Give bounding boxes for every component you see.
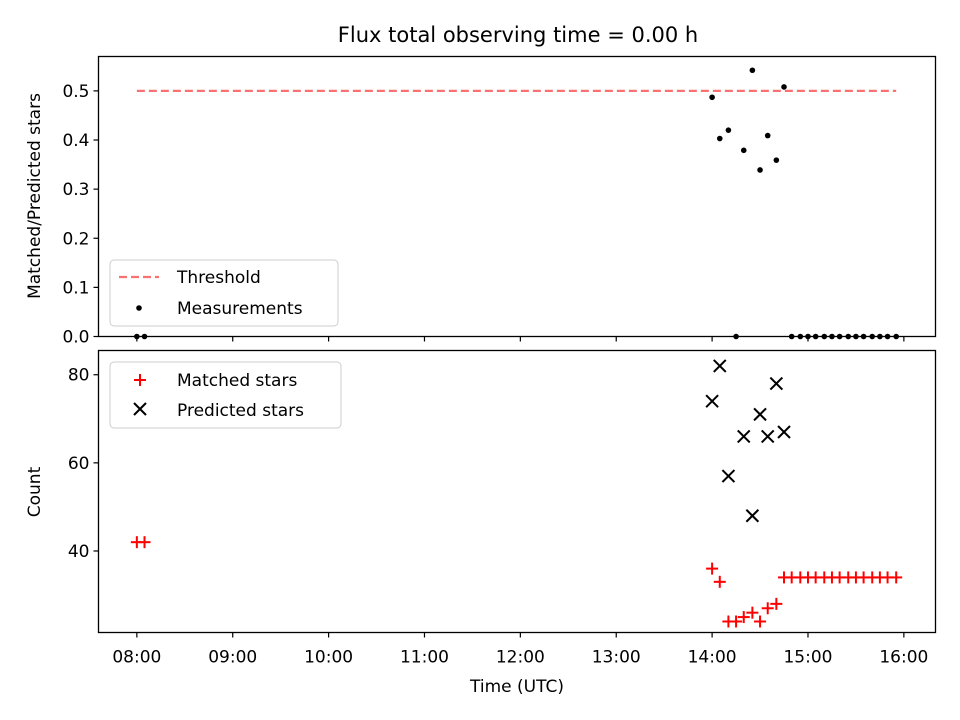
predicted-star-point (761, 429, 775, 444)
x-tick-label: 08:00 (112, 648, 161, 668)
predicted-star-point-b (705, 394, 719, 408)
measurement-point (773, 157, 780, 163)
predicted-star-point (721, 469, 736, 483)
x-tick-label: 11:00 (400, 648, 449, 668)
predicted-star-point-b (721, 469, 736, 483)
predicted-star-point (777, 425, 791, 439)
matched-star-point (706, 562, 719, 575)
threshold-legend-label: Threshold (176, 268, 261, 288)
measurements-legend-swatch (136, 305, 142, 311)
matched-star-point (770, 597, 783, 610)
x-tick-label: 13:00 (592, 648, 641, 668)
x-tick-label: 14:00 (688, 648, 737, 668)
matched-star-point (746, 606, 759, 619)
x-tick-label: 12:00 (496, 648, 545, 668)
matched-star-point (737, 611, 750, 624)
predicted-star-point-b (745, 509, 760, 523)
predicted-star-point-b (753, 407, 767, 422)
chart-title: Flux total observing time = 0.00 h (338, 23, 698, 47)
predicted-star-point-b (737, 429, 751, 444)
predicted-star-point-b (761, 429, 775, 444)
bottom-legend: Matched stars Predicted stars (109, 361, 342, 429)
top-y-tick-label: 0.1 (62, 278, 89, 298)
matched-star-point (890, 571, 903, 584)
top-legend-box (109, 259, 339, 327)
measurements-legend-label: Measurements (177, 299, 303, 319)
predicted-stars-legend-label: Predicted stars (177, 401, 304, 421)
x-tick-label: 15:00 (783, 648, 832, 668)
bottom-y-tick-label: 80 (68, 366, 90, 386)
x-tick-label: 09:00 (208, 648, 257, 668)
predicted-star-point-b (713, 359, 727, 373)
matched-star-point (761, 602, 774, 615)
matched-stars-legend-label: Matched stars (177, 371, 297, 391)
measurement-point (709, 94, 715, 101)
measurement-point (716, 135, 723, 142)
bottom-y-axis-label: Count (25, 466, 45, 517)
measurement-point (757, 167, 763, 173)
measurement-point (725, 127, 732, 133)
matched-star-point (754, 615, 767, 628)
predicted-star-point (769, 376, 784, 391)
predicted-star-point-b (777, 425, 791, 439)
x-tick-label: 16:00 (879, 648, 928, 668)
x-axis-label: Time (UTC) (469, 677, 564, 697)
predicted-star-point (705, 394, 719, 408)
bottom-plot-frame (97, 349, 937, 634)
matched-stars-legend-swatch (134, 374, 146, 386)
matched-star-point (138, 536, 151, 549)
measurement-point (740, 147, 747, 154)
predicted-star-point (713, 359, 727, 373)
top-legend: Threshold Measurements (109, 259, 339, 327)
top-y-tick-label: 0.3 (62, 180, 89, 200)
top-panel: Matched/Predicted stars 0.0 0.1 0.2 0.3 0.4 0… (25, 55, 937, 348)
measurement-point (749, 67, 756, 74)
top-y-axis-label: Matched/Predicted stars (25, 93, 45, 299)
bottom-y-tick-label: 60 (68, 454, 90, 474)
measurement-point (781, 84, 787, 90)
bottom-legend-box (109, 361, 342, 429)
bottom-panel: Count 40 60 80 08:00 09:00 10:00 11:00 12:00 13:… (25, 349, 937, 697)
x-tick-label: 10:00 (304, 648, 353, 668)
top-y-tick-label: 0.2 (62, 229, 89, 249)
top-plot-frame (97, 55, 937, 338)
predicted-star-point (737, 429, 751, 444)
measurement-point (764, 132, 771, 139)
predicted-star-point (745, 509, 760, 523)
predicted-star-point-b (769, 376, 784, 391)
bottom-y-tick-label: 40 (68, 542, 90, 562)
predicted-star-point (753, 407, 767, 422)
top-y-tick-label: 0.5 (62, 82, 89, 102)
matched-star-point (730, 615, 743, 628)
top-y-tick-label: 0.0 (62, 328, 89, 348)
matched-star-point (713, 575, 726, 588)
top-y-tick-label: 0.4 (62, 131, 89, 151)
predicted-stars-legend-swatch (133, 402, 147, 416)
